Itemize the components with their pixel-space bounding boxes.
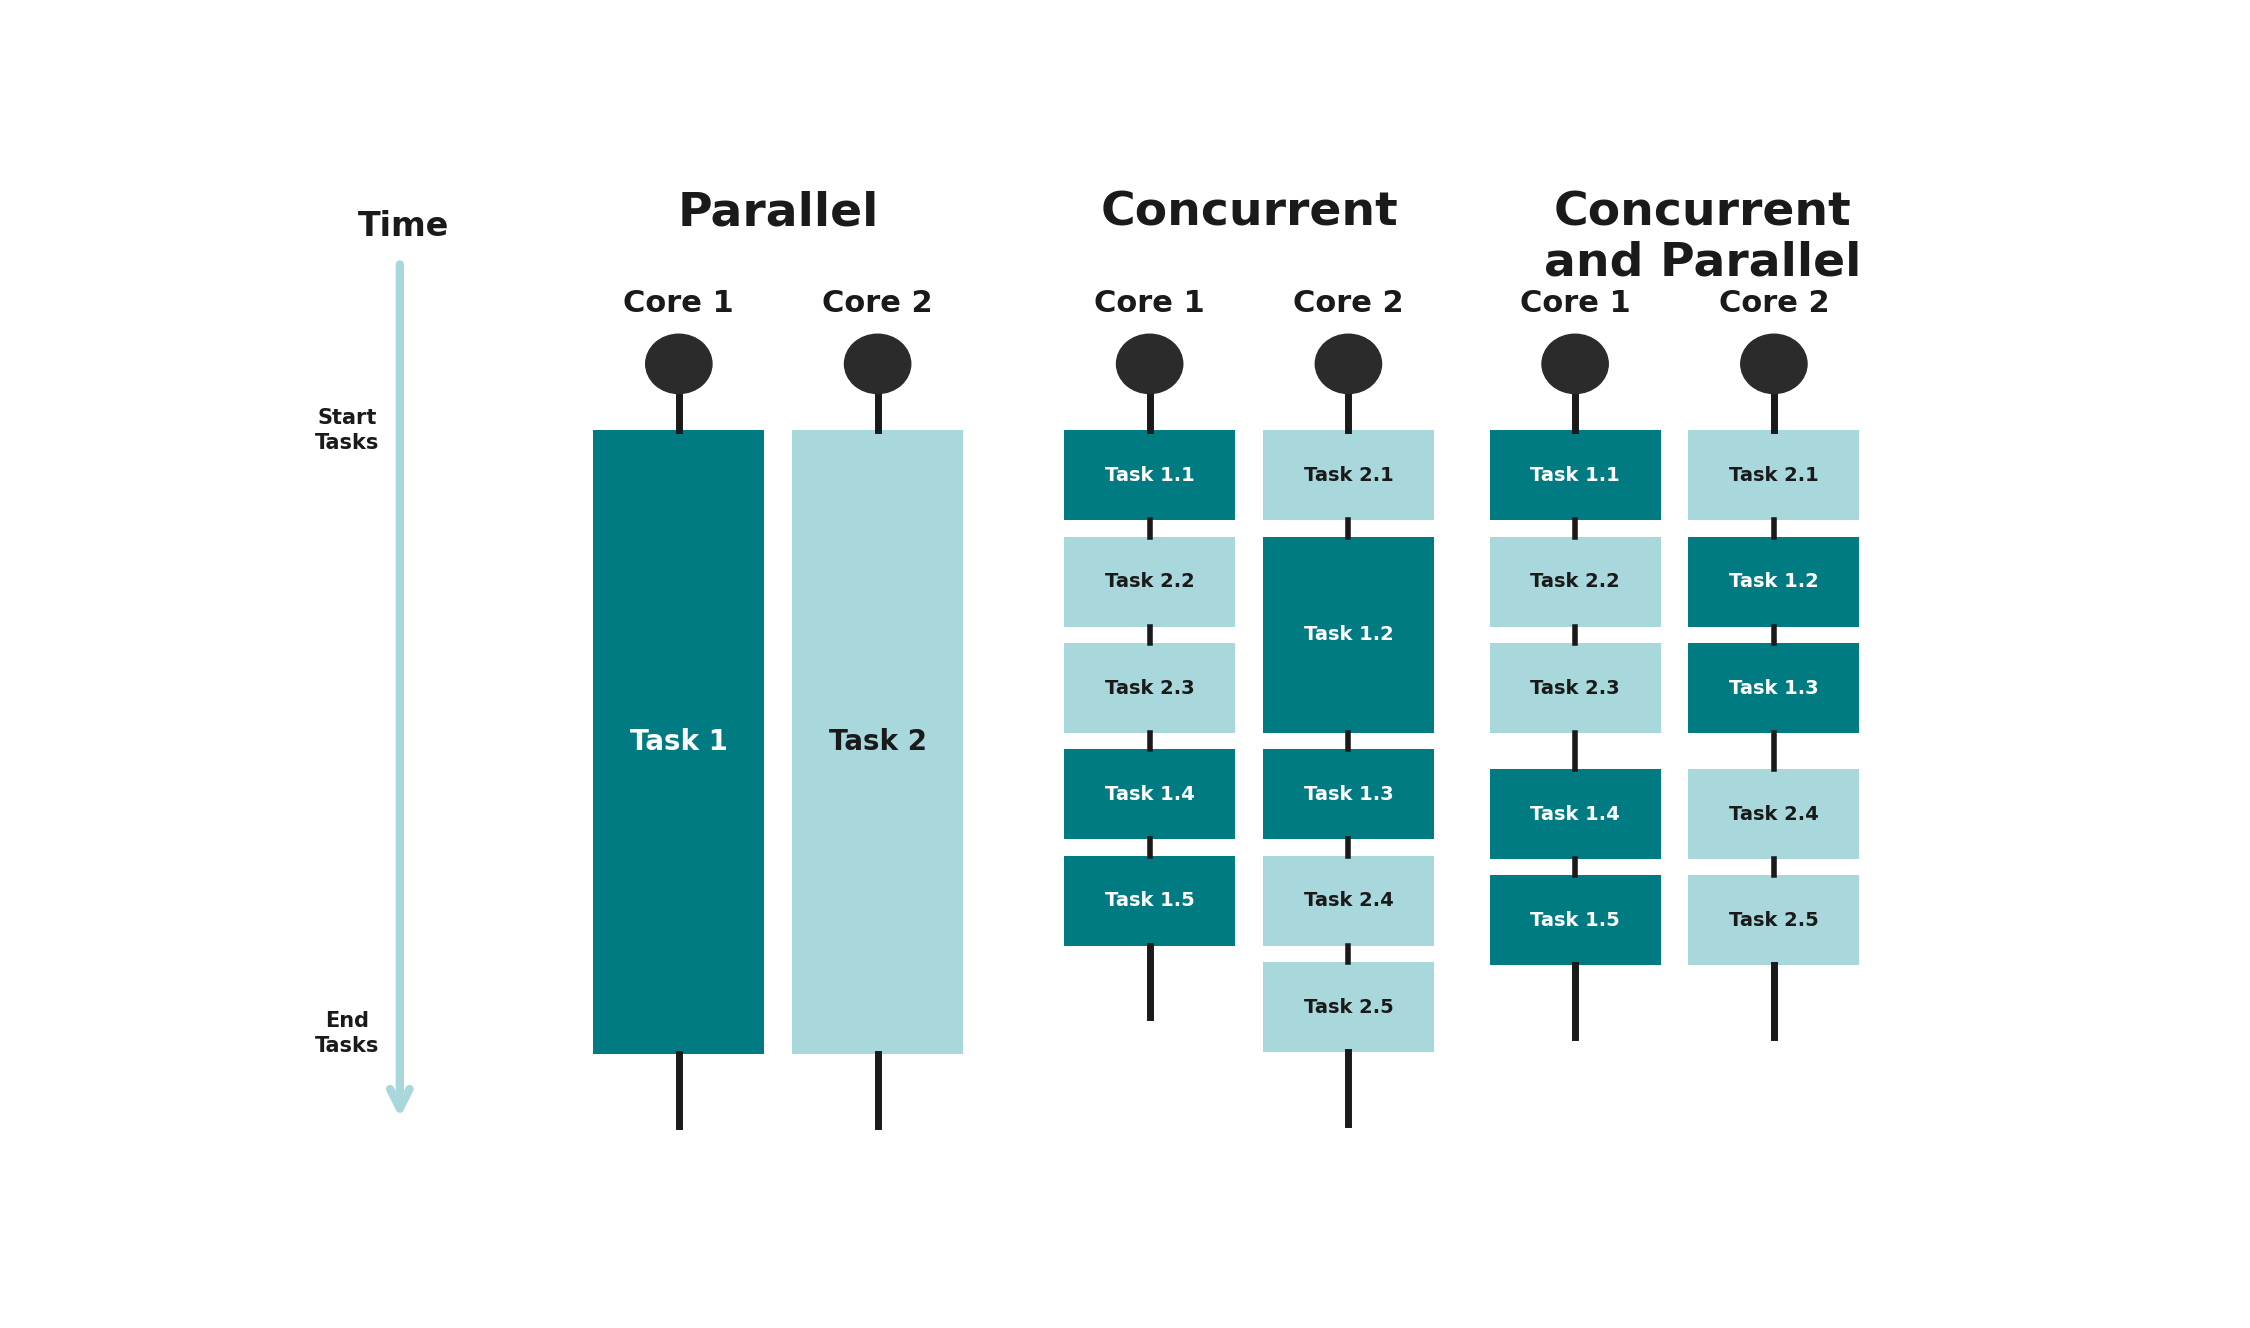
Bar	[1688, 875, 1858, 965]
Text: Task 1.3: Task 1.3	[1303, 785, 1393, 803]
Text: Task 1: Task 1	[630, 728, 727, 756]
Text: Task 2.3: Task 2.3	[1530, 679, 1620, 697]
Text: Task 1.5: Task 1.5	[1530, 911, 1620, 930]
Text: Task 1.1: Task 1.1	[1105, 466, 1195, 485]
Bar	[1490, 769, 1660, 859]
Ellipse shape	[1742, 335, 1807, 393]
Bar	[1490, 537, 1660, 627]
Text: Task 1.3: Task 1.3	[1728, 679, 1818, 697]
Ellipse shape	[1541, 335, 1609, 393]
Text: Task 1.2: Task 1.2	[1728, 572, 1818, 591]
Bar	[792, 430, 963, 1054]
Text: Start
Tasks: Start Tasks	[315, 408, 380, 453]
Bar	[1064, 430, 1235, 521]
Text: Core 1: Core 1	[1094, 290, 1206, 317]
Bar	[594, 430, 765, 1054]
Ellipse shape	[1116, 335, 1184, 393]
Bar	[1688, 537, 1858, 627]
Text: Parallel: Parallel	[677, 190, 880, 235]
Text: Core 2: Core 2	[1294, 290, 1404, 317]
Text: Task 1.1: Task 1.1	[1530, 466, 1620, 485]
Bar	[1064, 855, 1235, 946]
Text: Task 2.5: Task 2.5	[1728, 911, 1818, 930]
Bar	[1262, 430, 1433, 521]
Text: Task 2.2: Task 2.2	[1105, 572, 1195, 591]
Text: Concurrent
and Parallel: Concurrent and Parallel	[1544, 190, 1861, 286]
Bar	[1064, 749, 1235, 839]
Text: Task 2.1: Task 2.1	[1728, 466, 1818, 485]
Text: Task 2: Task 2	[828, 728, 927, 756]
Ellipse shape	[646, 335, 711, 393]
Text: Task 1.5: Task 1.5	[1105, 891, 1195, 910]
Text: Task 2.5: Task 2.5	[1303, 997, 1393, 1016]
Bar	[1064, 643, 1235, 733]
Text: Concurrent: Concurrent	[1100, 190, 1397, 235]
Bar	[1262, 961, 1433, 1052]
Bar	[1490, 643, 1660, 733]
Text: Task 2.4: Task 2.4	[1303, 891, 1393, 910]
Text: End
Tasks: End Tasks	[315, 1011, 380, 1056]
Bar	[1688, 430, 1858, 521]
Text: Task 1.4: Task 1.4	[1530, 805, 1620, 823]
Bar	[1490, 430, 1660, 521]
Bar	[1490, 875, 1660, 965]
Text: Core 1: Core 1	[623, 290, 734, 317]
Bar	[1688, 769, 1858, 859]
Text: Task 2.2: Task 2.2	[1530, 572, 1620, 591]
Ellipse shape	[1316, 335, 1382, 393]
Text: Task 1.4: Task 1.4	[1105, 785, 1195, 803]
Text: Task 2.4: Task 2.4	[1728, 805, 1818, 823]
Text: Core 2: Core 2	[821, 290, 934, 317]
Bar	[1688, 643, 1858, 733]
Text: Time: Time	[358, 210, 450, 243]
Text: Task 1.2: Task 1.2	[1303, 625, 1393, 644]
Bar	[1262, 537, 1433, 733]
Text: Task 2.1: Task 2.1	[1303, 466, 1393, 485]
Ellipse shape	[844, 335, 911, 393]
Text: Core 2: Core 2	[1719, 290, 1829, 317]
Text: Task 2.3: Task 2.3	[1105, 679, 1195, 697]
Bar	[1262, 749, 1433, 839]
Bar	[1064, 537, 1235, 627]
Text: Core 1: Core 1	[1519, 290, 1631, 317]
Bar	[1262, 855, 1433, 946]
